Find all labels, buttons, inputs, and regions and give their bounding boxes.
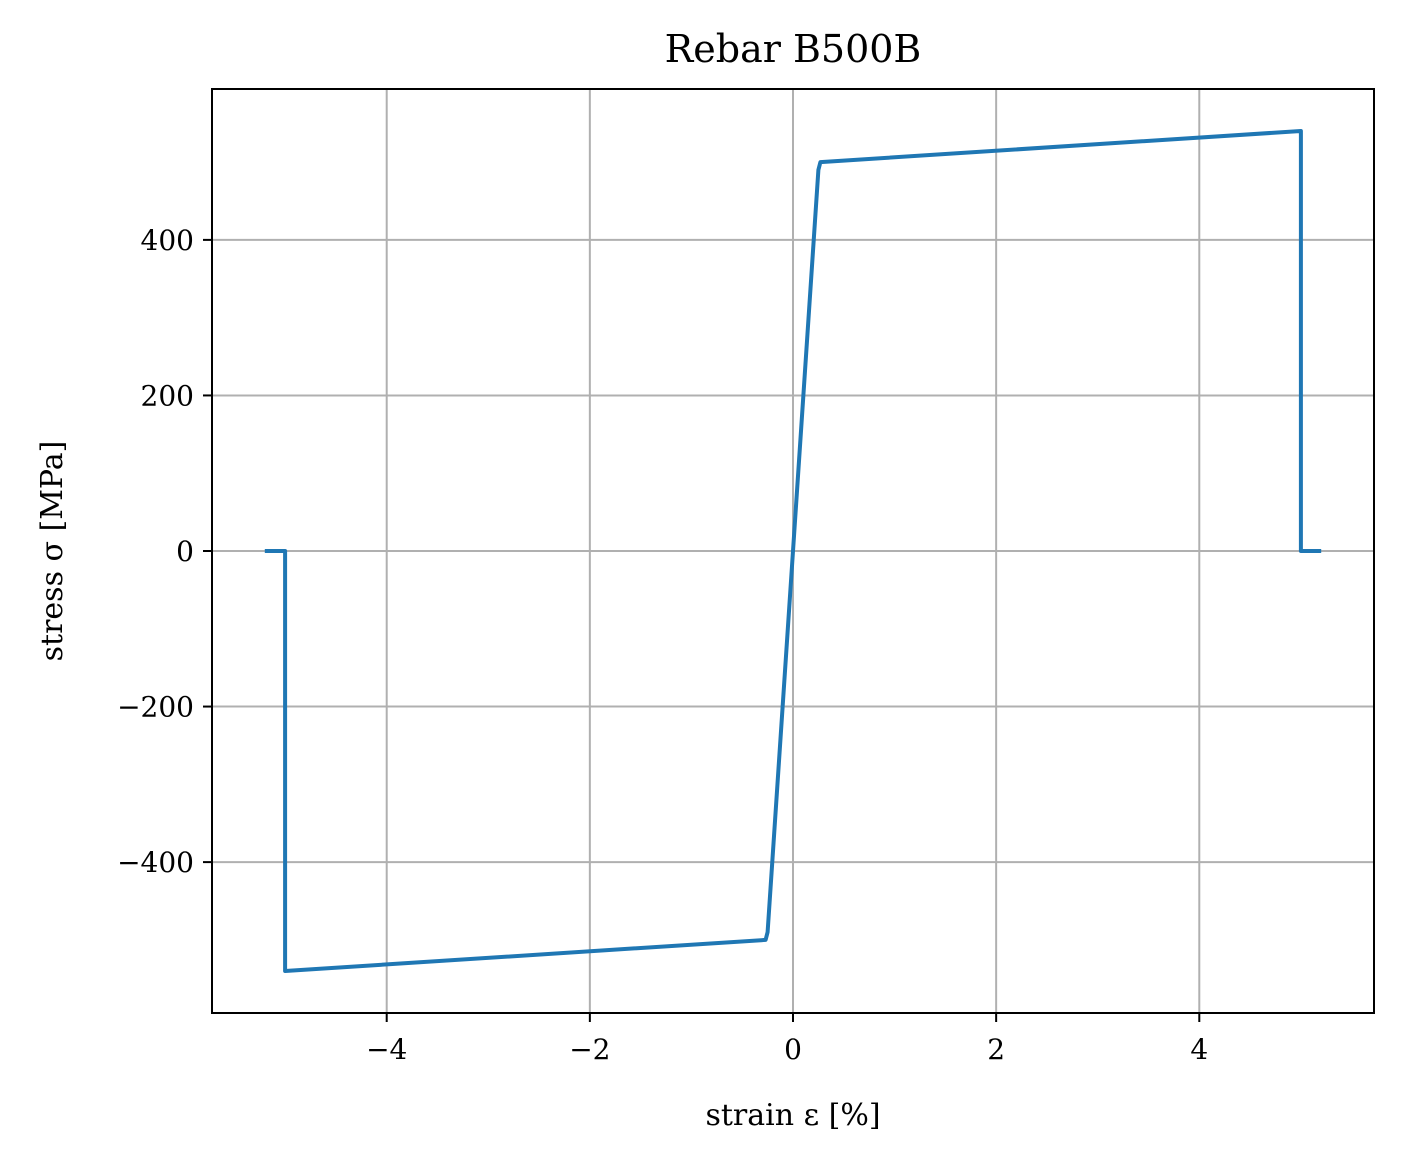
x-tick-label: 2 (987, 1033, 1005, 1066)
x-tick-label: 0 (784, 1033, 802, 1066)
x-tick-label: −4 (366, 1033, 407, 1066)
y-tick-label: −200 (117, 691, 194, 724)
y-tick-label: 400 (141, 224, 194, 257)
y-tick-label: 200 (141, 379, 194, 412)
stress-strain-line (264, 129, 1322, 973)
series-layer (264, 129, 1322, 973)
grid-lines (212, 89, 1374, 1013)
y-axis-label: stress σ [MPa] (35, 441, 70, 662)
x-axis-label: strain ε [%] (705, 1098, 880, 1133)
x-tick-label: 4 (1190, 1033, 1208, 1066)
y-tick-label: 0 (176, 535, 194, 568)
y-axis-label-group: stress σ [MPa] (35, 441, 70, 662)
chart-title: Rebar B500B (665, 27, 922, 71)
y-tick-label: −400 (117, 846, 194, 879)
ticks: −4 −2 0 2 4 −400 −200 0 200 400 (117, 224, 1208, 1066)
x-tick-label: −2 (569, 1033, 610, 1066)
